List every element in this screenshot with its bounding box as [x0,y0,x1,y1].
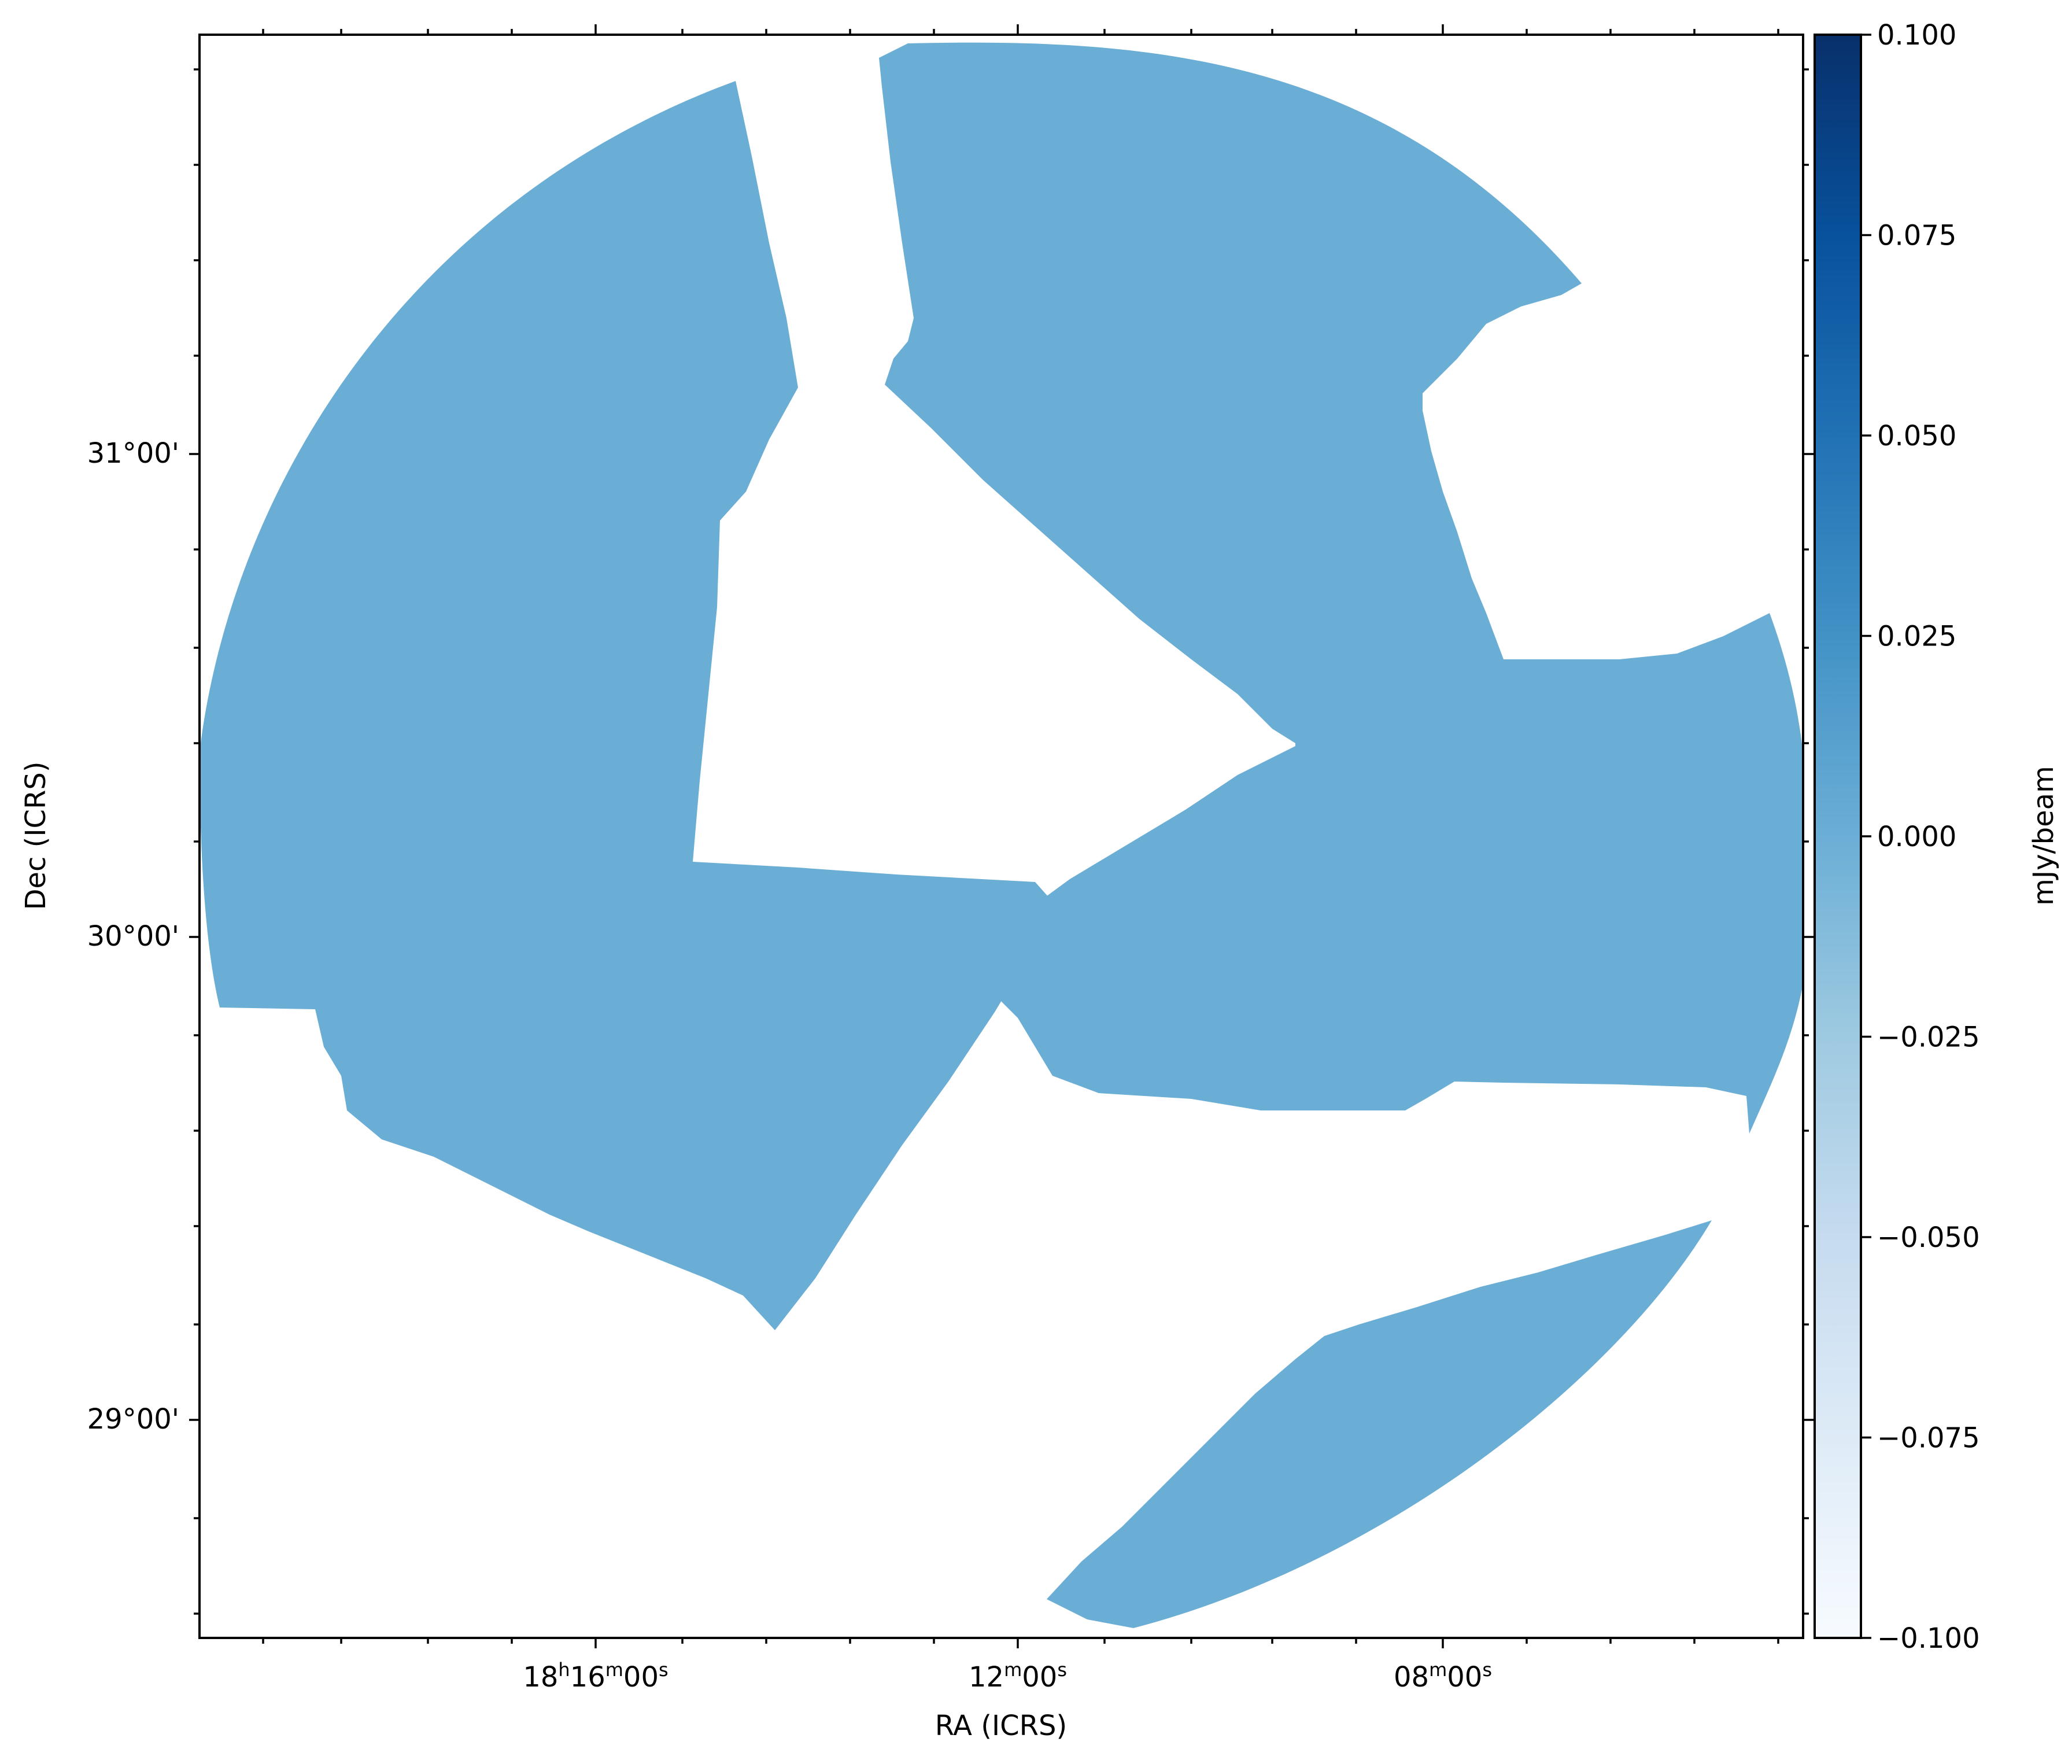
colorbar-tick-label: 0.025 [1877,621,1956,653]
colorbar-tick-label: −0.025 [1877,1021,1980,1054]
colorbar-label: mJy/beam [2027,766,2060,906]
y-tick-label-1: 31°00' [87,437,179,470]
colorbar-tick-label: −0.075 [1877,1422,1980,1455]
mosaic-region-top-right [879,42,1803,1134]
mosaic-region-left [200,81,1058,1330]
colorbar-gradient [1815,35,1861,1638]
x-tick-label-3: 08m00s [1394,1659,1492,1693]
colorbar-tick-label: 0.000 [1877,821,1956,853]
y-tick-label-3: 29°00' [87,1403,179,1435]
mosaic-region-bottom [1047,1220,1712,1628]
y-tick-label-2: 30°00' [87,920,179,953]
x-axis-title: RA (ICRS) [935,1710,1067,1742]
colorbar-tick-label: 0.075 [1877,220,1956,252]
colorbar: 0.100 0.075 0.050 0.025 0.000 −0.025 −0.050 −0.… [1814,19,2060,1655]
plot-frame [198,34,1804,1639]
colorbar-tick-label: −0.100 [1877,1622,1980,1655]
colorbar-ticks: 0.100 0.075 0.050 0.025 0.000 −0.025 −0.050 −0.… [1861,19,1980,1655]
axis-ticks [189,24,1814,1648]
x-tick-label-2: 12m00s [969,1659,1067,1693]
y-axis-title: Dec (ICRS) [20,761,52,910]
colorbar-tick-label: 0.050 [1877,420,1956,452]
colorbar-tick-label: −0.050 [1877,1221,1980,1254]
sky-map [200,42,1803,1628]
x-tick-label-1: 18h16m00s [523,1659,668,1693]
colorbar-tick-label: 0.100 [1877,19,1956,51]
